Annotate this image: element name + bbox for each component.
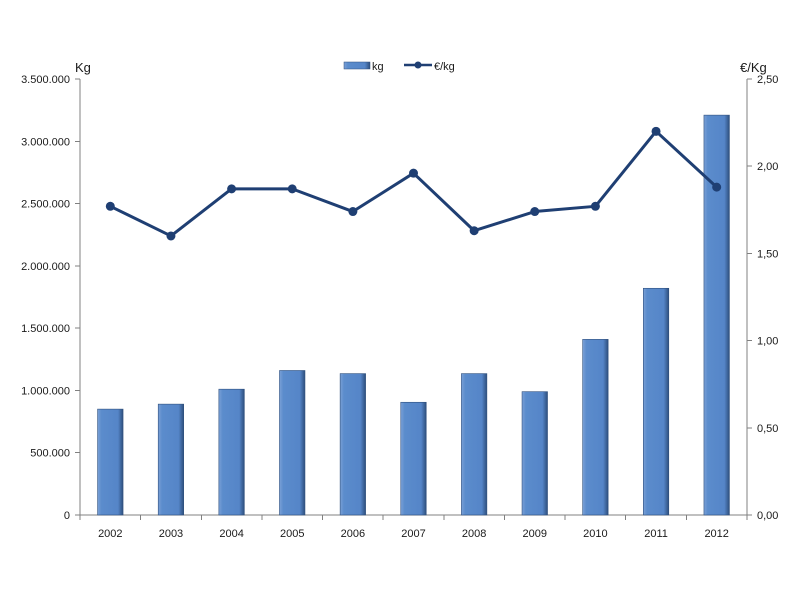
price-point xyxy=(409,168,418,178)
price-point xyxy=(469,226,479,236)
x-tick-label: 2010 xyxy=(583,528,607,540)
x-tick-label: 2007 xyxy=(401,528,425,540)
left-tick-label: 2.000.000 xyxy=(21,261,70,273)
price-point xyxy=(105,201,115,211)
bar-kg xyxy=(703,114,730,516)
bar-kg xyxy=(582,339,609,516)
line-series-price xyxy=(105,126,722,241)
right-axis-ticks: 0,00 0,50 1,00 1,50 2,00 2,50 xyxy=(747,74,778,522)
x-tick-label: 2009 xyxy=(523,528,547,540)
left-axis-ticks: 0 500.000 1.000.000 1.500.000 2.000.000 2.500… xyxy=(21,74,80,522)
right-tick-label: 1,00 xyxy=(757,336,778,348)
bar-kg xyxy=(461,373,488,516)
x-tick-label: 2006 xyxy=(341,528,365,540)
price-point xyxy=(590,201,600,211)
legend: kg €/kg xyxy=(343,61,455,73)
legend-kg-label: kg xyxy=(372,61,384,73)
price-point xyxy=(287,184,297,194)
bar-kg xyxy=(521,391,548,516)
left-tick-label: 0 xyxy=(64,510,70,522)
x-tick-label: 2003 xyxy=(159,528,183,540)
legend-price-label: €/kg xyxy=(434,61,455,73)
bar-kg xyxy=(400,401,427,516)
bar-kg xyxy=(157,403,184,516)
x-tick-label: 2008 xyxy=(462,528,486,540)
right-axis-unit: €/Kg xyxy=(740,60,767,75)
left-tick-label: 2.500.000 xyxy=(21,199,70,211)
right-tick-label: 2,00 xyxy=(757,161,778,173)
price-point xyxy=(712,182,722,192)
x-tick-label: 2012 xyxy=(704,528,728,540)
right-tick-label: 2,50 xyxy=(757,74,778,86)
bar-kg xyxy=(279,370,306,516)
right-tick-label: 0,00 xyxy=(757,510,778,522)
left-axis-unit: Kg xyxy=(75,60,91,75)
left-tick-label: 1.500.000 xyxy=(21,323,70,335)
x-tick-label: 2002 xyxy=(98,528,122,540)
bar-kg xyxy=(218,388,245,516)
price-line xyxy=(109,129,718,238)
price-point xyxy=(227,184,237,194)
bar-series-kg xyxy=(97,114,730,516)
legend-price-marker xyxy=(414,61,422,69)
bar-kg xyxy=(97,408,124,516)
left-tick-label: 3.000.000 xyxy=(21,136,70,148)
right-tick-label: 1,50 xyxy=(757,248,778,260)
left-tick-label: 1.000.000 xyxy=(21,385,70,397)
price-point xyxy=(530,207,540,217)
x-axis-ticks: 2002 2003 2004 2005 2006 2007 2008 2009 2010 2011… xyxy=(79,515,748,540)
right-tick-label: 0,50 xyxy=(757,423,778,435)
legend-kg-swatch xyxy=(343,61,371,70)
bar-kg xyxy=(339,373,366,516)
x-tick-label: 2011 xyxy=(644,528,668,540)
x-tick-label: 2005 xyxy=(280,528,304,540)
bar-kg xyxy=(643,287,670,516)
price-point xyxy=(166,231,176,241)
left-tick-label: 500.000 xyxy=(30,448,70,460)
price-point xyxy=(651,126,661,136)
price-point xyxy=(348,207,358,217)
left-tick-label: 3.500.000 xyxy=(21,74,70,86)
x-tick-label: 2004 xyxy=(219,528,243,540)
